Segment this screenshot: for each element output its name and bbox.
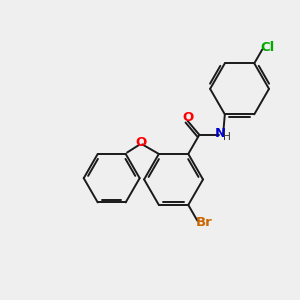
Text: O: O: [182, 110, 193, 124]
Text: Br: Br: [196, 216, 213, 229]
Text: H: H: [224, 132, 231, 142]
Text: Cl: Cl: [260, 41, 275, 54]
Text: O: O: [136, 136, 147, 149]
Text: N: N: [215, 128, 226, 140]
